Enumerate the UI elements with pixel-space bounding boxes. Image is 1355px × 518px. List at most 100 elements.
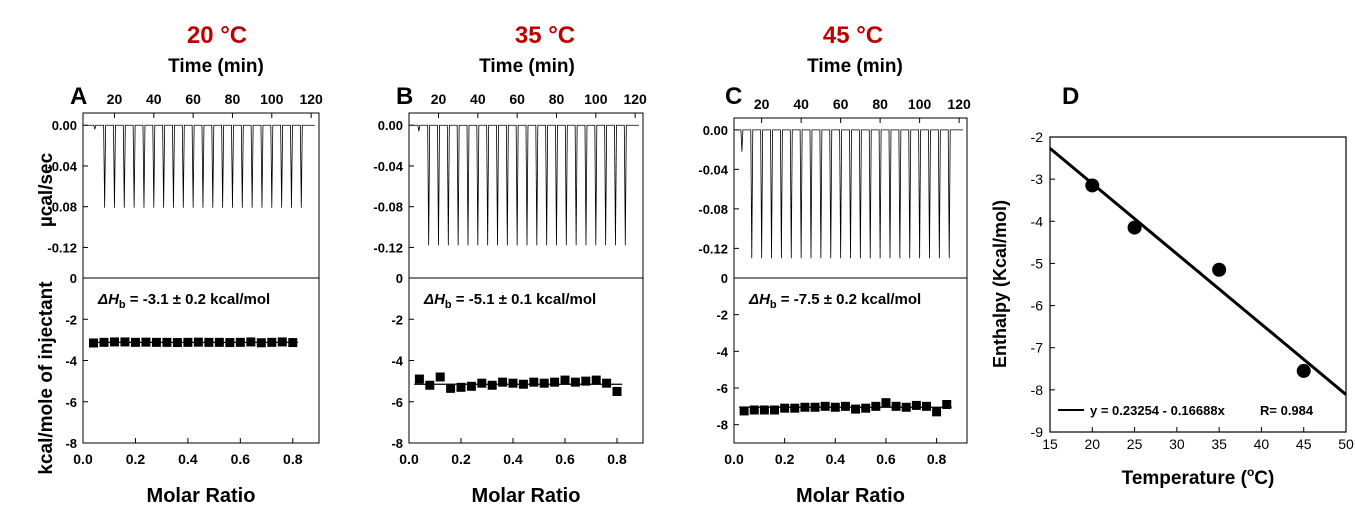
- binding-data-point: [570, 377, 580, 387]
- binding-data-point: [518, 379, 528, 389]
- binding-data-point: [204, 337, 214, 347]
- time-tick-label: 80: [225, 91, 241, 107]
- binding-data-point: [942, 400, 952, 409]
- x-axis-label: Temperature (oC): [1122, 465, 1275, 489]
- time-tick-label: 60: [509, 91, 525, 107]
- binding-tick-label: 0: [70, 271, 77, 286]
- binding-data-point: [288, 338, 298, 348]
- x-tick-label: 40: [1254, 436, 1270, 452]
- binding-data-point: [141, 337, 151, 347]
- binding-data-point: [780, 403, 790, 413]
- regression-line: [1049, 147, 1347, 396]
- panel-d: D 15 20 25 30 35 40 45 50 -2 -3 -4 -5 -6 -7 -8 -9 y = 0.2…: [990, 83, 1354, 489]
- x-tick-label: 50: [1338, 436, 1354, 452]
- x-tick-label: 30: [1169, 436, 1185, 452]
- binding-data-point: [739, 406, 749, 416]
- molar-tick-label: 0.8: [607, 451, 627, 467]
- raw-frame: [82, 112, 320, 279]
- panel-letter: C: [725, 83, 742, 110]
- raw-tick-label: -0.08: [373, 200, 403, 215]
- binding-data-point: [508, 378, 518, 388]
- x-tick-label: 25: [1127, 436, 1143, 452]
- raw-tick-label: -0.12: [47, 240, 77, 255]
- x-tick-label: 35: [1211, 436, 1227, 452]
- binding-tick-label: -2: [716, 308, 728, 323]
- binding-data-point: [172, 338, 182, 348]
- raw-tick-label: -0.08: [47, 200, 77, 215]
- binding-tick-label: -6: [716, 381, 728, 396]
- y-tick-label: -4: [1031, 213, 1044, 229]
- binding-ylabel: kcal/mole of injectant: [36, 281, 57, 475]
- raw-tick-label: 0.00: [378, 118, 403, 133]
- time-tick-label: 40: [146, 91, 162, 107]
- molar-tick-label: 0.8: [283, 451, 303, 467]
- time-tick-label: 20: [107, 91, 123, 107]
- raw-ylabel: µcal/sec: [36, 152, 57, 227]
- panel-letter: B: [396, 83, 413, 110]
- binding-tick-label: 0: [721, 271, 728, 286]
- y-tick-label: -9: [1031, 424, 1044, 440]
- x-tick-label: 20: [1084, 436, 1100, 452]
- binding-data-point: [800, 402, 810, 412]
- binding-data-point: [487, 380, 497, 390]
- binding-data-point: [466, 381, 476, 391]
- binding-data-point: [911, 400, 921, 410]
- raw-tick-label: -0.08: [698, 202, 728, 217]
- raw-tick-label: 0.00: [52, 118, 77, 133]
- binding-data-point: [749, 405, 759, 415]
- binding-data-point: [425, 380, 435, 390]
- molar-ratio-label: Molar Ratio: [472, 485, 581, 507]
- enthalpy-data-point: [1127, 220, 1142, 235]
- time-tick-label: 40: [470, 91, 486, 107]
- raw-tick-label: -0.04: [47, 159, 77, 174]
- binding-data-point: [759, 405, 769, 415]
- time-tick-label: 60: [833, 96, 849, 112]
- y-tick-label: -8: [1031, 382, 1044, 398]
- binding-data-point: [932, 407, 942, 417]
- time-tick-label: 20: [754, 96, 770, 112]
- binding-data-point: [151, 337, 161, 347]
- binding-data-point: [277, 337, 287, 347]
- molar-ratio-label: Molar Ratio: [147, 485, 256, 507]
- binding-tick-label: -8: [65, 436, 77, 451]
- molar-tick-label: 0.4: [826, 451, 846, 467]
- raw-thermogram-trace: [411, 124, 639, 246]
- binding-data-point: [414, 374, 424, 384]
- binding-data-point: [921, 401, 931, 411]
- time-tick-label: 100: [584, 91, 608, 107]
- molar-tick-label: 0.0: [724, 451, 744, 467]
- binding-tick-label: -8: [391, 436, 403, 451]
- x-tick-label: 15: [1042, 436, 1058, 452]
- binding-data-point: [529, 377, 539, 387]
- time-tick-label: 120: [623, 91, 647, 107]
- legend-r: R= 0.984: [1260, 403, 1314, 418]
- binding-data-point: [456, 382, 466, 392]
- binding-data-point: [246, 337, 256, 347]
- y-tick-label: -2: [1031, 129, 1044, 145]
- binding-data-point: [435, 372, 445, 382]
- binding-data-point: [235, 337, 245, 347]
- binding-data-point: [830, 402, 840, 412]
- raw-thermogram-trace: [85, 124, 315, 208]
- binding-data-point: [193, 337, 203, 347]
- time-tick-label: 120: [299, 91, 323, 107]
- time-tick-label: 100: [260, 91, 284, 107]
- molar-tick-label: 0.4: [178, 451, 198, 467]
- binding-data-point: [840, 401, 850, 411]
- binding-data-point: [851, 404, 861, 414]
- raw-tick-label: -0.12: [698, 241, 728, 256]
- binding-data-point: [861, 403, 871, 413]
- binding-data-point: [109, 337, 119, 347]
- binding-data-point: [871, 401, 881, 411]
- enthalpy-annotation: ΔHb = -7.5 ± 0.2 kcal/mol: [748, 291, 921, 311]
- binding-tick-label: 0: [396, 271, 403, 286]
- time-tick-label: 100: [908, 96, 932, 112]
- molar-tick-label: 0.0: [73, 451, 93, 467]
- molar-tick-label: 0.0: [399, 451, 419, 467]
- binding-data-point: [770, 405, 780, 415]
- binding-data-point: [267, 337, 277, 347]
- molar-tick-label: 0.2: [775, 451, 795, 467]
- binding-data-point: [550, 377, 560, 387]
- binding-data-point: [162, 337, 172, 347]
